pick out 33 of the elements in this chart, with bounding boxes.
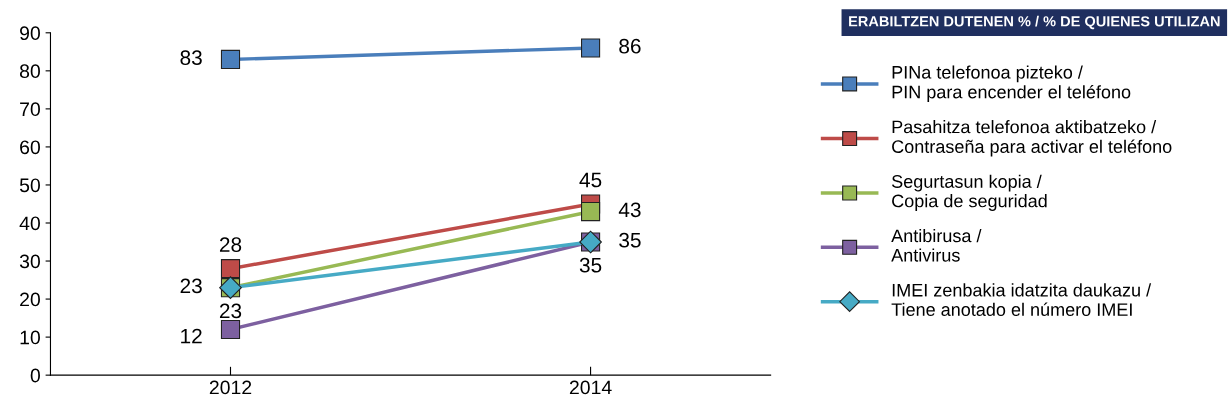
y-tick-label: 90 <box>20 26 40 41</box>
y-tick-label: 0 <box>30 368 40 383</box>
y-tick-label: 30 <box>19 254 40 269</box>
data-label: 43 <box>618 202 641 218</box>
data-label: 45 <box>579 172 602 188</box>
data-label: 35 <box>579 257 602 273</box>
data-label: 28 <box>219 237 242 253</box>
data-label: 23 <box>219 303 242 319</box>
legend-title: ERABILTZEN DUTENEN % / % DE QUIENES UTILIZAN <box>849 15 1220 30</box>
legend-label: Antibirusa / Antivirus <box>891 228 982 262</box>
legend-label: PINa telefonoa pizteko / PIN para encender el teléfono <box>892 65 1131 102</box>
y-tick-label: 70 <box>20 102 40 117</box>
point <box>220 259 241 279</box>
point <box>580 202 601 222</box>
point <box>580 38 601 58</box>
x-tick-label: 2014 <box>569 380 612 395</box>
data-label: 23 <box>180 278 202 294</box>
y-tick-label: 20 <box>20 292 40 307</box>
legend-label: Segurtasun kopia / Copia de seguridad <box>891 174 1047 211</box>
y-tick-label: 10 <box>20 330 40 345</box>
y-tick-label: 50 <box>19 178 40 193</box>
point <box>220 49 241 70</box>
data-label: 35 <box>619 232 641 248</box>
data-label: 86 <box>619 38 641 54</box>
y-tick-label: 80 <box>19 64 40 79</box>
y-tick-label: 40 <box>19 216 40 231</box>
data-label: 12 <box>181 328 202 344</box>
y-tick-label: 60 <box>20 140 40 155</box>
point <box>220 319 241 340</box>
x-tick-label: 2012 <box>209 380 252 395</box>
legend-label: Pasahitza telefonoa aktibatzeko / Contraseña para activar el teléfono <box>892 120 1172 157</box>
legend-label: IMEI zenbakia idatzita daukazu / Tiene anotado el número IMEI <box>891 283 1152 317</box>
data-label: 83 <box>180 50 202 66</box>
